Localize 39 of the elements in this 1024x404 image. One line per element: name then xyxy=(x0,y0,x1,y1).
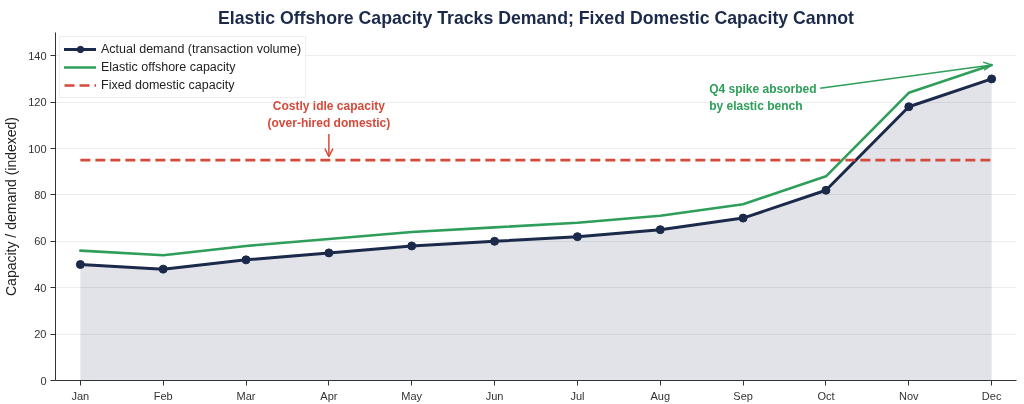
y-tick-label: 20 xyxy=(34,328,47,341)
point xyxy=(407,241,417,251)
x-tick-label: Nov xyxy=(899,389,920,402)
legend-label: Elastic offshore capacity xyxy=(101,60,236,74)
x-tick-label: Feb xyxy=(153,389,173,402)
point xyxy=(75,260,85,269)
point xyxy=(324,248,334,258)
y-tick-label: 140 xyxy=(28,49,47,62)
point xyxy=(655,225,665,235)
x-tick-label: Jan xyxy=(71,389,90,402)
point xyxy=(738,213,748,223)
annotation: Q4 spike absorbed by elastic bench xyxy=(709,82,817,114)
x-tick-label: Dec xyxy=(981,389,1002,402)
x-tick-label: Jul xyxy=(570,389,585,402)
point xyxy=(821,185,831,195)
y-tick-label: 120 xyxy=(28,96,47,109)
x-tick-label: Jun xyxy=(485,389,504,402)
legend-label: Fixed domestic capacity xyxy=(101,78,235,92)
y-axis-title: Capacity / demand (indexed) xyxy=(3,116,20,296)
chart-title: Elastic Offshore Capacity Tracks Demand; Fixed Domestic Capacity Cannot xyxy=(218,7,855,28)
y-tick-label: 0 xyxy=(40,374,47,387)
x-tick-label: Mar xyxy=(236,389,256,402)
x-tick-label: Oct xyxy=(817,389,835,402)
y-tick-label: 60 xyxy=(34,235,47,248)
y-tick-label: 100 xyxy=(28,142,47,155)
point xyxy=(241,255,251,265)
point xyxy=(904,102,914,112)
x-tick-label: Apr xyxy=(320,389,338,402)
point xyxy=(490,236,500,246)
y-tick-label: 40 xyxy=(34,281,47,294)
x-tick-label: May xyxy=(401,389,423,402)
point xyxy=(987,74,997,84)
point xyxy=(158,264,168,274)
y-tick-label: 80 xyxy=(34,188,47,201)
point xyxy=(572,232,582,242)
annotation: Costly idle capacity (over-hired domestic) xyxy=(267,99,391,130)
x-tick-label: Sep xyxy=(733,389,753,402)
legend-label: Actual demand (transaction volume) xyxy=(101,42,302,56)
x-tick-label: Aug xyxy=(650,389,671,402)
